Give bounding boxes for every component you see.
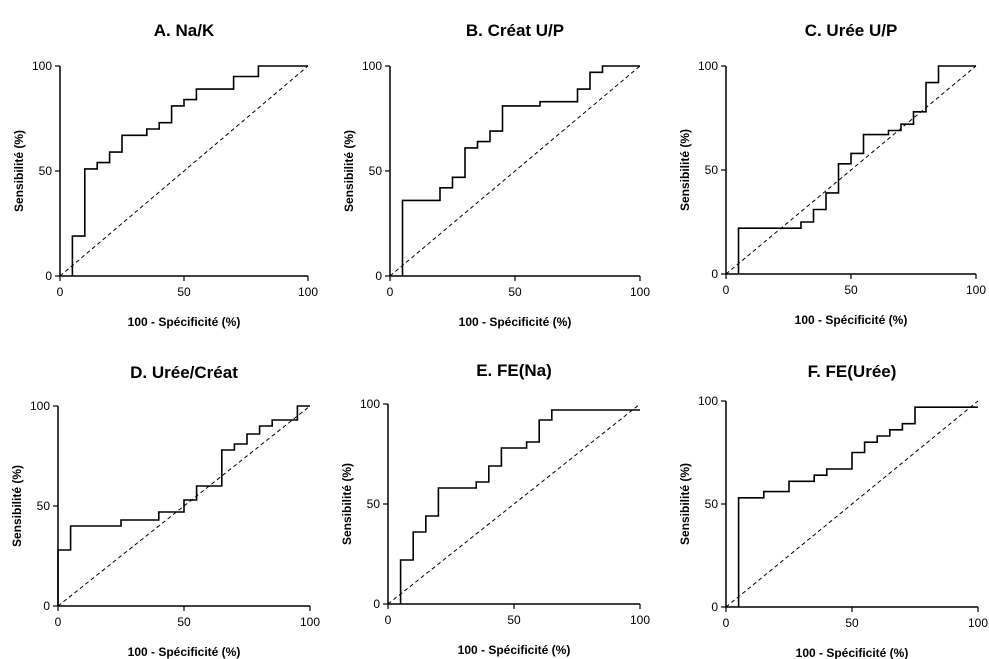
x-tick-label: 100 (966, 283, 986, 297)
reference-diagonal-line (725, 400, 979, 608)
x-tick-label: 50 (508, 285, 522, 299)
y-axis-label: Sensibilité (%) (340, 463, 354, 545)
panel-title: C. Urée U/P (805, 21, 898, 40)
x-axis-label: 100 - Spécificité (%) (459, 315, 572, 329)
x-axis-label: 100 - Spécificité (%) (128, 315, 241, 329)
y-tick-label: 50 (705, 497, 719, 511)
y-axis-label: Sensibilité (%) (10, 465, 24, 547)
y-tick-label: 50 (39, 164, 53, 178)
roc-curve-line (71, 65, 308, 276)
x-axis-label: 100 - Spécificité (%) (458, 643, 571, 657)
x-tick-label: 50 (177, 285, 191, 299)
roc-panel-4: E. FE(Na) 0 50 100 0 50 100 100 - Spécificité (… (340, 361, 650, 657)
reference-diagonal-line (725, 65, 977, 275)
y-tick-label: 100 (30, 399, 50, 413)
y-tick-label: 0 (711, 600, 718, 614)
x-tick-label: 50 (844, 283, 858, 297)
roc-curve-line (737, 406, 978, 607)
x-tick-label: 100 (630, 285, 650, 299)
roc-panel-2: C. Urée U/P 0 50 100 0 50 100 100 - Spécificité… (678, 21, 986, 327)
panel-title: D. Urée/Créat (130, 363, 238, 382)
reference-diagonal-line (389, 65, 641, 277)
y-axis-label: Sensibilité (%) (678, 129, 692, 211)
roc-curve-line (401, 65, 640, 276)
reference-diagonal-line (59, 65, 309, 277)
roc-panel-1: B. Créat U/P 0 50 100 0 50 100 100 - Spécificit… (342, 21, 650, 329)
x-axis-label: 100 - Spécificité (%) (795, 313, 908, 327)
y-tick-label: 0 (711, 267, 718, 281)
x-tick-label: 0 (723, 283, 730, 297)
x-tick-label: 50 (177, 615, 191, 629)
y-axis-label: Sensibilité (%) (12, 130, 26, 212)
roc-curve-line (399, 409, 640, 604)
roc-panel-3: D. Urée/Créat 0 50 100 0 50 100 100 - Spécifici… (10, 363, 320, 659)
y-tick-label: 50 (367, 497, 381, 511)
roc-curve-line (57, 405, 310, 606)
reference-diagonal-line (57, 405, 311, 607)
panel-title: E. FE(Na) (476, 361, 552, 380)
y-tick-label: 0 (375, 269, 382, 283)
y-tick-label: 100 (362, 59, 382, 73)
x-tick-label: 100 (298, 285, 318, 299)
x-tick-label: 0 (57, 285, 64, 299)
y-axis-label: Sensibilité (%) (342, 130, 356, 212)
x-tick-label: 50 (507, 613, 521, 627)
y-tick-label: 0 (373, 597, 380, 611)
x-tick-label: 0 (385, 613, 392, 627)
roc-curve-line (737, 65, 976, 274)
x-axis-label: 100 - Spécificité (%) (128, 645, 241, 659)
x-tick-label: 0 (723, 616, 730, 630)
x-tick-label: 0 (55, 615, 62, 629)
panel-title: B. Créat U/P (466, 21, 564, 40)
x-tick-label: 100 (968, 616, 988, 630)
y-axis-label: Sensibilité (%) (678, 463, 692, 545)
x-tick-label: 0 (387, 285, 394, 299)
reference-diagonal-line (387, 403, 641, 605)
y-tick-label: 100 (360, 397, 380, 411)
y-tick-label: 100 (32, 59, 52, 73)
y-tick-label: 0 (43, 599, 50, 613)
x-axis-label: 100 - Spécificité (%) (796, 646, 909, 659)
y-tick-label: 100 (698, 394, 718, 408)
panel-title: F. FE(Urée) (808, 362, 897, 381)
y-tick-label: 0 (45, 269, 52, 283)
y-tick-label: 100 (698, 59, 718, 73)
roc-panel-0: A. Na/K 0 50 100 0 50 100 100 - Spécificité (%)… (12, 21, 318, 329)
y-tick-label: 50 (369, 164, 383, 178)
panel-title: A. Na/K (154, 21, 215, 40)
y-tick-label: 50 (705, 163, 719, 177)
x-tick-label: 100 (300, 615, 320, 629)
y-tick-label: 50 (37, 499, 51, 513)
x-tick-label: 50 (845, 616, 859, 630)
roc-panel-5: F. FE(Urée) 0 50 100 0 50 100 100 - Spécificité… (678, 362, 988, 659)
x-tick-label: 100 (630, 613, 650, 627)
